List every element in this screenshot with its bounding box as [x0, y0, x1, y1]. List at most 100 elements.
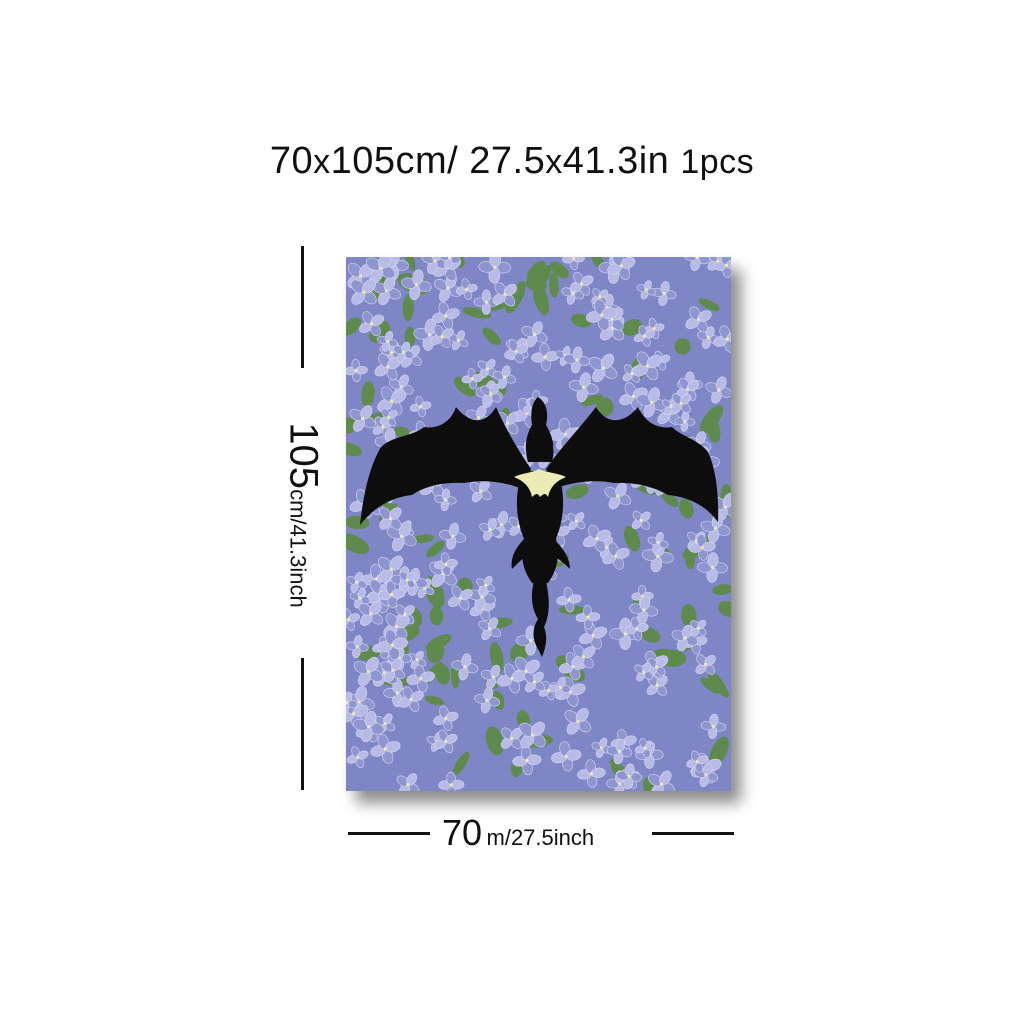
flower-shape [591, 288, 608, 306]
leaf-shape [659, 488, 679, 508]
flower-shape [569, 271, 594, 296]
flower-shape [479, 519, 501, 541]
leaf-shape [509, 641, 530, 663]
flower-shape [567, 512, 586, 531]
height-unit: cm/41.3inch [285, 489, 311, 608]
flower-shape [478, 257, 512, 284]
flower-shape [346, 358, 368, 383]
width-dimension-label: 70 m/27.5inch [442, 812, 594, 854]
flower-shape [568, 372, 599, 403]
headline-width-cm: 70 [269, 140, 314, 182]
flower-shape [455, 278, 478, 301]
flower-background-image [346, 257, 731, 791]
leaf-shape [425, 634, 452, 652]
flower-shape [380, 658, 405, 683]
flower-shape [577, 759, 606, 788]
flower-shape [434, 729, 458, 754]
flower-shape [401, 269, 432, 301]
flower-shape [434, 552, 458, 576]
flower-shape [372, 276, 401, 306]
flower-shape [386, 521, 417, 552]
flower-shape [461, 368, 483, 390]
flower-shape [439, 522, 467, 550]
flower-shape [521, 321, 548, 348]
flower-shape [478, 617, 502, 641]
leaf-shape [621, 319, 643, 336]
flower-shape [579, 621, 608, 650]
flower-shape [350, 279, 377, 305]
flower-shape [648, 770, 675, 791]
flower-shape [606, 738, 633, 765]
leaf-shape [425, 695, 444, 706]
leaf-shape [404, 326, 416, 346]
flower-shape [695, 654, 716, 675]
flower-shape [624, 616, 649, 641]
flower-shape [352, 710, 385, 743]
flower-shape [358, 601, 383, 626]
flower-shape [519, 721, 546, 749]
flower-shape [586, 299, 618, 331]
leaf-shape [699, 404, 724, 434]
flower-shape [602, 542, 630, 570]
flower-shape [379, 408, 398, 427]
leaf-shape [462, 307, 492, 319]
flower-shape [674, 411, 696, 432]
leaf-shape [485, 726, 504, 756]
width-value: 70 [442, 812, 483, 853]
leaf-shape [595, 397, 614, 417]
flower-shape [359, 311, 385, 337]
flower-shape [504, 339, 529, 364]
dragon-tail-shape [531, 581, 549, 657]
flower-shape [476, 575, 496, 595]
flower-shape [571, 644, 596, 669]
leaf-shape [346, 533, 370, 555]
leaf-shape [623, 525, 641, 552]
flower-shape [409, 395, 432, 418]
flower-shape [469, 480, 492, 503]
flower-shape [713, 257, 731, 279]
flower-shape [473, 289, 499, 315]
flower-shape [683, 257, 711, 271]
flower-shape [431, 301, 460, 330]
leaf-shape [685, 551, 696, 570]
flower-shape [398, 686, 424, 712]
size-headline: 70x105cm/ 27.5x41.3in 1pcs [0, 140, 1024, 183]
flower-shape [690, 619, 707, 637]
flower-shape [346, 691, 358, 714]
leaf-shape [718, 600, 731, 617]
right-leg-shape [550, 537, 570, 569]
flower-shape [636, 280, 656, 300]
flower-shape [408, 650, 427, 669]
flower-shape [686, 750, 709, 773]
headline-quantity: 1pcs [680, 143, 755, 181]
flower-shape [549, 677, 571, 699]
flower-shape [377, 331, 398, 352]
leaf-shape [452, 751, 470, 776]
flower-shape [346, 746, 369, 768]
flower-shape [500, 727, 523, 749]
leaf-shape [700, 677, 721, 694]
headline-height-in: 41.3in [562, 140, 670, 182]
accent-emblem-shape [514, 469, 566, 497]
flower-layer [346, 257, 731, 791]
leaf-shape [712, 584, 731, 595]
leaf-shape [346, 442, 363, 457]
flower-shape [634, 662, 654, 682]
flower-shape [562, 257, 585, 271]
leaf-shape [489, 642, 504, 674]
flower-shape [551, 741, 582, 772]
width-dimension-line-left [348, 832, 430, 835]
height-dimension-line-bottom [301, 658, 304, 790]
headline-x-2: x [545, 143, 563, 181]
dragon-silhouette-icon [360, 397, 719, 657]
canvas-artwork [346, 257, 731, 791]
leaf-shape [581, 394, 604, 406]
leaf-shape [426, 540, 445, 558]
flower-shape [439, 257, 461, 269]
leaf-shape [361, 381, 375, 408]
flower-shape [349, 405, 376, 432]
flower-shape [697, 552, 728, 583]
height-dimension-label: 105cm/41.3inch [281, 422, 326, 607]
flower-shape [631, 510, 651, 530]
